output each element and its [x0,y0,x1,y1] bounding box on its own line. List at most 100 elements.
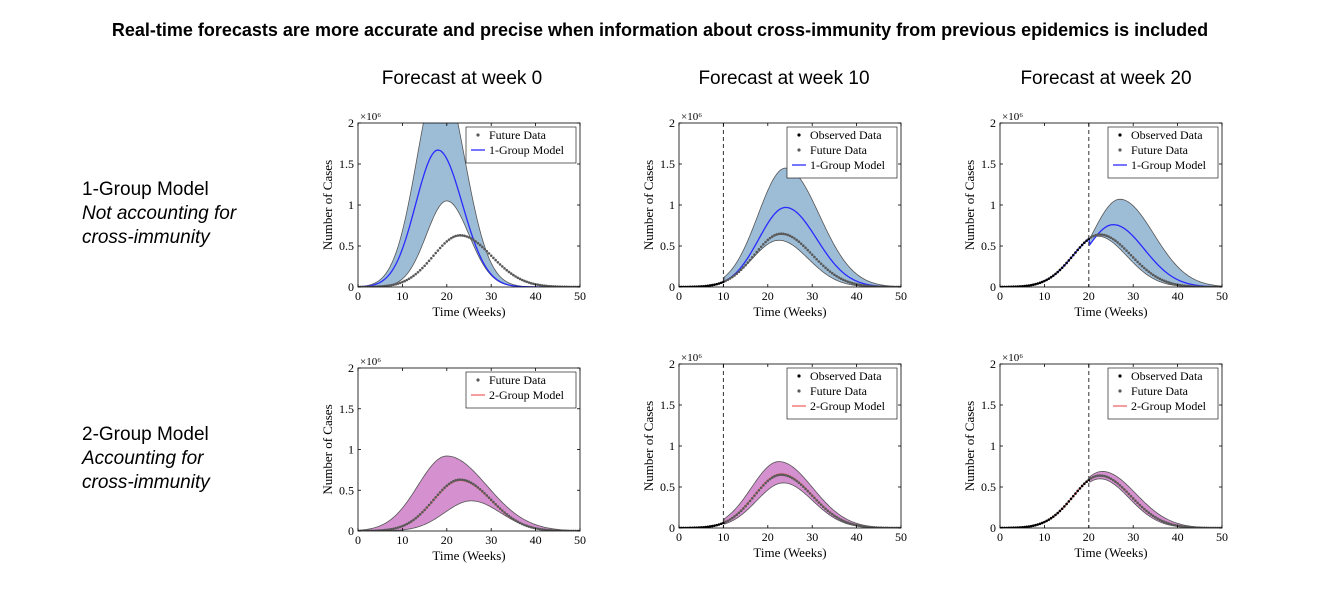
future-data-point [516,276,520,280]
y-tick-label: 0.5 [981,480,996,494]
future-data-point [467,480,471,484]
future-data-point [793,237,796,240]
legend-dot-swatch [797,148,801,152]
plot-area [358,455,580,531]
future-data-point [837,276,841,279]
future-data-point [383,284,386,287]
observed-data-point [1032,524,1035,527]
legend-entry: Future Data [810,143,868,157]
future-data-point [461,234,464,237]
x-tick-label: 10 [396,289,408,303]
x-tick-label: 40 [851,530,863,544]
future-data-point [868,284,872,287]
future-data-point [463,234,466,238]
future-data-point [407,521,411,525]
observed-data-point [1069,256,1073,260]
x-tick-label: 30 [485,289,497,303]
future-data-point [1091,475,1095,479]
future-data-point [777,473,781,477]
future-data-point [441,488,444,492]
x-tick-label: 50 [895,289,907,303]
future-data-point [1162,279,1166,283]
x-axis-label: Time (Weeks) [1074,545,1147,560]
future-data-point [1100,233,1104,236]
plot-area [679,461,901,528]
future-data-point [518,521,522,525]
future-data-point [810,494,814,497]
future-data-point [449,236,453,240]
legend-dot-swatch [1118,148,1122,152]
legend-entry: Observed Data [810,128,882,142]
future-data-point [1131,497,1135,500]
chart-2group-week20: 0 10 20 30 40 50 0 0.5 1 1.5 2 ×10⁶ Time (Weeks) Numb… [962,352,1228,560]
legend-dot-swatch [476,378,480,382]
future-data-point [487,496,491,499]
observed-data-point [1054,272,1057,276]
y-tick-label: 1 [990,439,996,453]
future-data-point [445,240,449,243]
future-data-point [412,274,415,278]
future-data-point [1191,526,1195,528]
future-data-point [447,482,451,486]
future-data-point [833,273,836,277]
future-data-point [556,285,560,287]
future-data-point [750,497,754,500]
future-data-point [730,275,734,279]
observed-data-point [1067,500,1071,503]
future-data-point [476,486,480,489]
observed-data-point [1078,246,1082,249]
future-data-point [505,513,509,516]
future-data-point [512,273,515,277]
future-data-point [748,258,752,262]
future-data-point [489,254,493,257]
future-data-point [443,242,446,245]
future-data-point [492,500,495,504]
y-tick-label: 2 [669,357,675,371]
y-tick-label: 0.5 [660,480,675,494]
future-data-point [875,285,878,287]
future-data-point [848,281,852,284]
future-data-point [487,252,491,255]
future-data-point [507,514,511,518]
future-data-point [529,281,533,285]
observed-data-point [713,283,716,286]
observed-data-point [699,285,703,287]
observed-data-point [702,284,705,287]
future-data-point [456,478,460,482]
future-data-point [861,284,865,287]
future-data-point [784,232,787,236]
row-label-1-group-sub1: Not accounting for [82,203,237,224]
future-data-point [830,512,834,516]
future-data-point [768,236,772,240]
legend-entry: 2-Group Model [489,388,565,402]
legend-entry: Future Data [489,128,547,142]
future-data-point [489,498,493,502]
future-data-point [458,478,462,481]
future-data-point [824,266,827,270]
observed-data-point [1020,525,1024,528]
x-tick-label: 10 [717,530,729,544]
future-data-point [1120,245,1124,248]
future-data-point [409,276,413,279]
observed-data-point [717,523,721,526]
future-data-point [806,248,810,252]
future-data-point [503,511,506,514]
future-data-point [1136,260,1139,264]
y-multiplier: ×10⁶ [1002,111,1023,123]
observed-data-point [1076,489,1079,493]
future-data-point [494,258,497,262]
x-tick-label: 0 [676,530,682,544]
future-data-point [523,523,526,527]
legend-box [1107,367,1219,420]
x-tick-label: 20 [441,533,453,547]
future-data-point [449,481,453,484]
future-data-point [766,238,770,242]
future-data-point [844,520,847,524]
observed-data-point [1016,285,1020,287]
observed-data-point [1071,494,1075,498]
x-axis-label: Time (Weeks) [1074,304,1147,319]
future-data-point [540,284,544,287]
future-data-point [828,270,832,273]
future-data-point [802,485,805,488]
future-data-point [385,284,389,287]
